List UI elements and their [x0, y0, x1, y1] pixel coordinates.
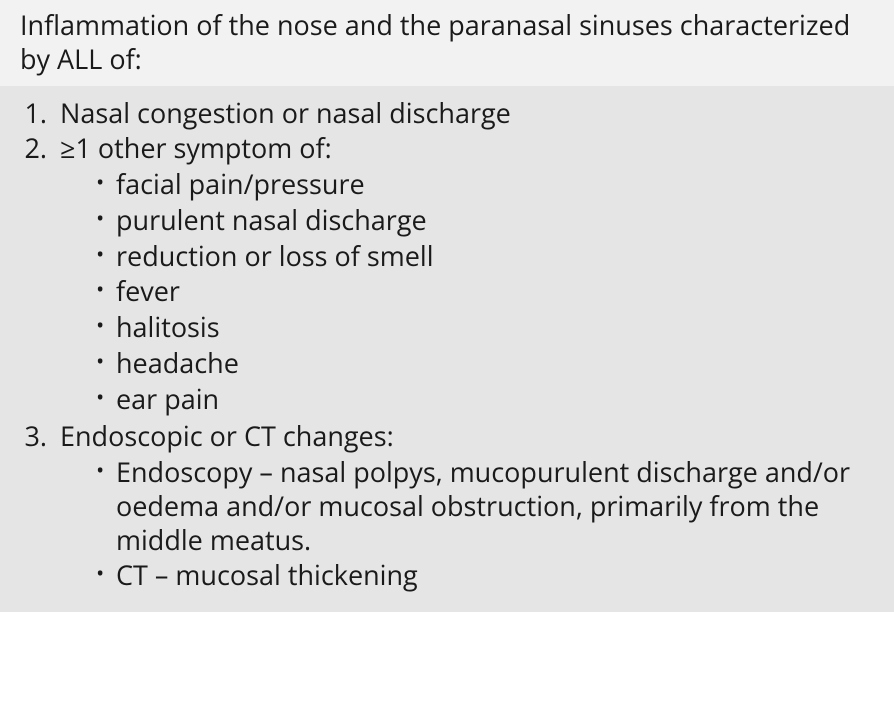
definition-body: Nasal congestion or nasal discharge ≥1 o…: [0, 86, 894, 613]
criterion-item: Nasal congestion or nasal discharge: [54, 96, 874, 130]
sub-item-text: Endoscopy – nasal polpys, mucopurulent d…: [116, 453, 850, 558]
sub-item: CT – mucosal thickening: [96, 558, 874, 592]
sub-item: Endoscopy – nasal polpys, mucopurulent d…: [96, 455, 874, 556]
sub-item-text: fever: [116, 272, 180, 309]
sub-item-text: reduction or loss of smell: [116, 237, 434, 274]
criterion-text: Endoscopic or CT changes:: [60, 417, 394, 454]
criterion-item: ≥1 other symptom of: facial pain/pressur…: [54, 131, 874, 415]
sub-item: facial pain/pressure: [96, 167, 874, 201]
sub-item: halitosis: [96, 310, 874, 344]
sub-item-text: facial pain/pressure: [116, 165, 365, 202]
sub-item: headache: [96, 346, 874, 380]
sub-item: purulent nasal discharge: [96, 203, 874, 237]
definition-box: Inflammation of the nose and the paranas…: [0, 0, 894, 612]
definition-header: Inflammation of the nose and the paranas…: [0, 0, 894, 86]
criteria-list: Nasal congestion or nasal discharge ≥1 o…: [20, 96, 874, 593]
sub-list: Endoscopy – nasal polpys, mucopurulent d…: [60, 455, 874, 592]
sub-item-text: halitosis: [116, 308, 220, 345]
sub-item-text: ear pain: [116, 380, 219, 417]
criterion-text: Nasal congestion or nasal discharge: [60, 94, 511, 131]
sub-item-text: CT – mucosal thickening: [116, 556, 418, 593]
sub-item: fever: [96, 274, 874, 308]
sub-item: reduction or loss of smell: [96, 239, 874, 273]
sub-item: ear pain: [96, 382, 874, 416]
sub-item-text: headache: [116, 344, 239, 381]
criterion-text: ≥1 other symptom of:: [60, 129, 332, 166]
sub-list: facial pain/pressure purulent nasal disc…: [60, 167, 874, 415]
criterion-item: Endoscopic or CT changes: Endoscopy – na…: [54, 419, 874, 592]
sub-item-text: purulent nasal discharge: [116, 201, 427, 238]
